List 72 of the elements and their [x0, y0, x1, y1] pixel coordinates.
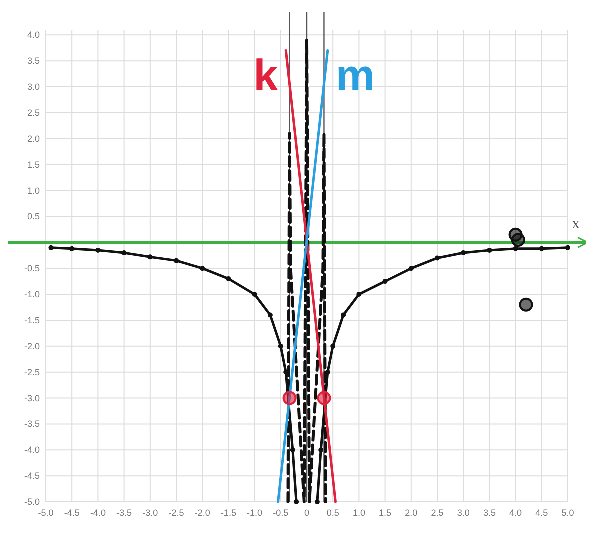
point [96, 248, 101, 253]
x-tick-label: 2.5 [431, 508, 444, 518]
y-tick-label: 1.5 [27, 160, 40, 170]
point [252, 292, 258, 298]
y-tick-label: 3.5 [27, 56, 40, 66]
point [461, 250, 466, 256]
point [48, 245, 54, 250]
point [278, 344, 284, 349]
point [314, 500, 320, 504]
x-axis-title: x [572, 216, 580, 233]
y-tick-label: -1.5 [24, 315, 40, 326]
point [282, 391, 297, 406]
point [382, 279, 388, 284]
y-tick-label: 2.5 [27, 108, 40, 118]
x-tick-label: -2.0 [194, 508, 210, 518]
x-tick-label: 1.0 [352, 508, 366, 518]
x-tick-label: 0.5 [326, 508, 340, 518]
point [268, 312, 273, 318]
y-tick-label: -1.0 [24, 290, 40, 300]
x-tick-label: -5.0 [38, 508, 54, 518]
series-label: m [336, 52, 376, 101]
x-tick-label: 5.0 [562, 508, 574, 518]
point [226, 276, 232, 282]
x-tick-label: -1.5 [220, 508, 236, 518]
y-tick-label: -0.5 [24, 264, 40, 274]
point [122, 250, 127, 256]
series-label: k [254, 52, 279, 101]
x-tick-label: -3.0 [142, 508, 158, 518]
x-tick-label: 1.5 [379, 508, 392, 518]
point [539, 246, 544, 252]
x-tick-label: -1.0 [247, 508, 263, 518]
x-tick-label: -2.5 [168, 508, 184, 518]
y-tick-label: 4.0 [27, 30, 40, 40]
point [566, 245, 570, 250]
point [487, 248, 492, 253]
x-tick-label: 4.0 [510, 508, 522, 518]
point [511, 233, 526, 248]
point [174, 258, 179, 264]
point [148, 254, 153, 260]
x-tick-label: -0.5 [273, 508, 289, 518]
point [200, 266, 206, 272]
point [318, 448, 324, 453]
x-tick-label: -4.0 [90, 508, 106, 518]
x-tick-label: 2.0 [405, 508, 418, 518]
y-tick-label: 1.0 [27, 186, 40, 196]
x-tick-label: 3.5 [483, 508, 496, 518]
y-tick-label: 2.0 [27, 134, 40, 144]
x-tick-label: 3.0 [457, 508, 470, 518]
point [294, 500, 300, 504]
point [70, 246, 75, 252]
point [513, 246, 518, 252]
y-tick-label: -3.5 [24, 419, 40, 430]
y-tick-label: -3.0 [24, 393, 40, 404]
y-tick-label: 3.0 [27, 82, 40, 92]
point [408, 266, 414, 272]
x-tick-label: 4.5 [536, 508, 548, 518]
y-tick-label: 0.5 [27, 212, 40, 222]
point [435, 256, 440, 261]
point [341, 312, 346, 318]
point [356, 292, 362, 298]
x-tick-label: -4.5 [64, 508, 80, 518]
x-tick-label: -3.5 [116, 508, 132, 518]
y-tick-label: -4.0 [24, 445, 40, 456]
point [519, 298, 534, 312]
y-tick-label: -2.5 [24, 367, 40, 378]
point [330, 344, 336, 349]
point [317, 391, 332, 406]
y-tick-label: -2.0 [24, 341, 40, 352]
y-tick-label: -4.5 [24, 471, 40, 482]
y-tick-label: -5.0 [24, 497, 40, 507]
point [290, 448, 296, 453]
x-tick-label: 0 [304, 508, 310, 518]
